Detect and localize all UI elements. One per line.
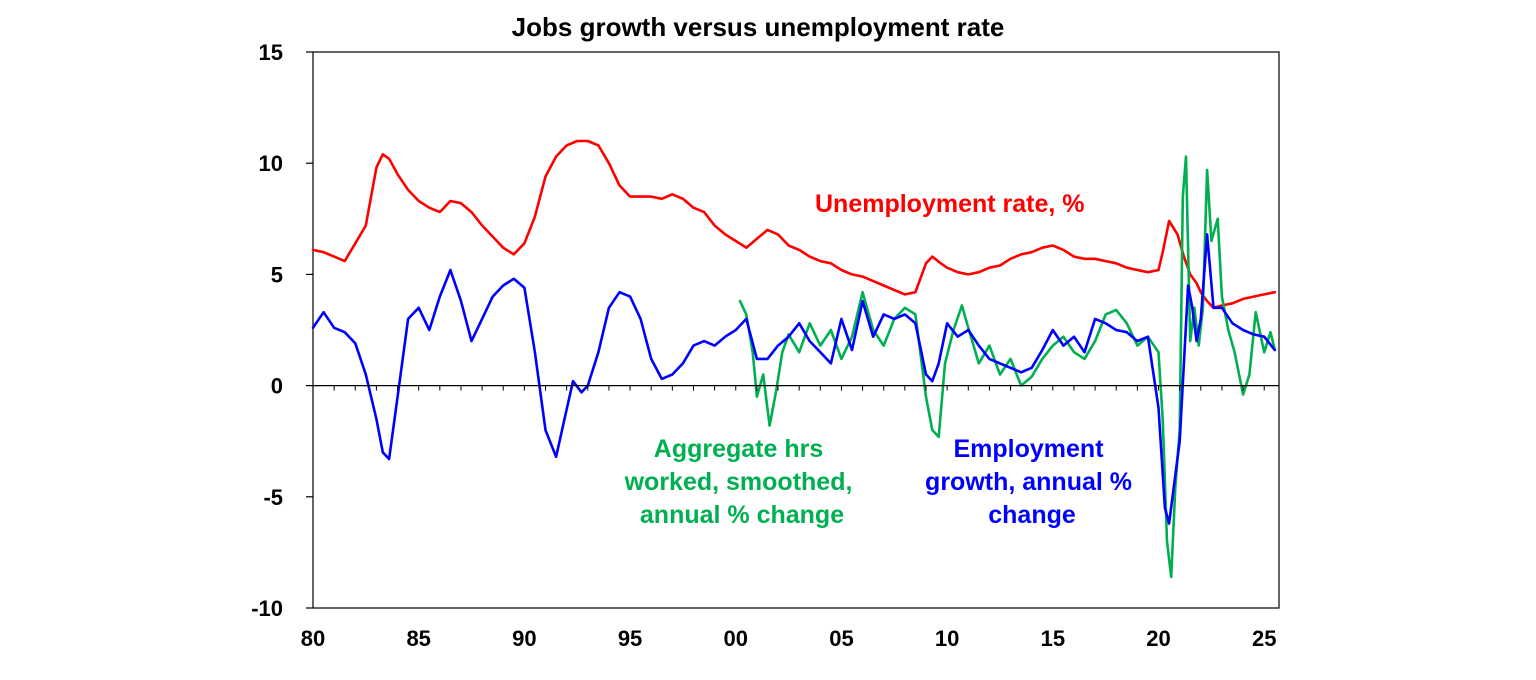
axis-layer: 15 10 5 0 -5 -10 80 85 90 95 00 05 10 15 20 25 xyxy=(251,40,1279,651)
x-tick-label: 15 xyxy=(1041,626,1065,651)
y-tick-label: 10 xyxy=(259,151,283,176)
x-tick-label: 85 xyxy=(406,626,430,651)
annotation-employment-line-1: Employment xyxy=(954,435,1105,463)
y-tick-label: 5 xyxy=(271,262,283,287)
x-tick-label: 80 xyxy=(301,626,325,651)
annotation-employment-line-2: growth, annual % xyxy=(925,468,1132,496)
annotation-hours-worked: Aggregate hrs worked, smoothed, annual %… xyxy=(624,435,860,529)
plot-area-border xyxy=(312,51,1280,609)
series-line-unemployment-rate xyxy=(311,139,1277,310)
x-tick-label: 20 xyxy=(1146,626,1170,651)
y-tick-label: 15 xyxy=(259,40,283,65)
annotation-employment-line-3: change xyxy=(988,501,1076,529)
x-tick-label: 10 xyxy=(935,626,959,651)
plot-frame xyxy=(312,51,1280,609)
y-tick-label: 0 xyxy=(271,374,283,399)
series-layer xyxy=(311,139,1277,579)
x-tick-label: 00 xyxy=(724,626,748,651)
annotation-employment-growth: Employment growth, annual % change xyxy=(925,435,1139,529)
y-tick-label: -5 xyxy=(263,485,283,510)
annotation-hours-line-2: worked, smoothed, xyxy=(624,468,853,496)
x-tick-label: 95 xyxy=(618,626,642,651)
x-tick-label: 05 xyxy=(829,626,853,651)
x-tick-label: 25 xyxy=(1252,626,1276,651)
y-tick-label: -10 xyxy=(251,596,283,621)
annotation-hours-line-3: annual % change xyxy=(640,501,844,529)
x-tick-label: 90 xyxy=(512,626,536,651)
series-line-employment-growth xyxy=(311,233,1277,525)
annotation-hours-line-1: Aggregate hrs xyxy=(654,435,823,463)
chart-title: Jobs growth versus unemployment rate xyxy=(512,12,1005,42)
annotation-unemployment: Unemployment rate, % xyxy=(815,190,1085,218)
series-line-hours-worked xyxy=(738,155,1277,579)
